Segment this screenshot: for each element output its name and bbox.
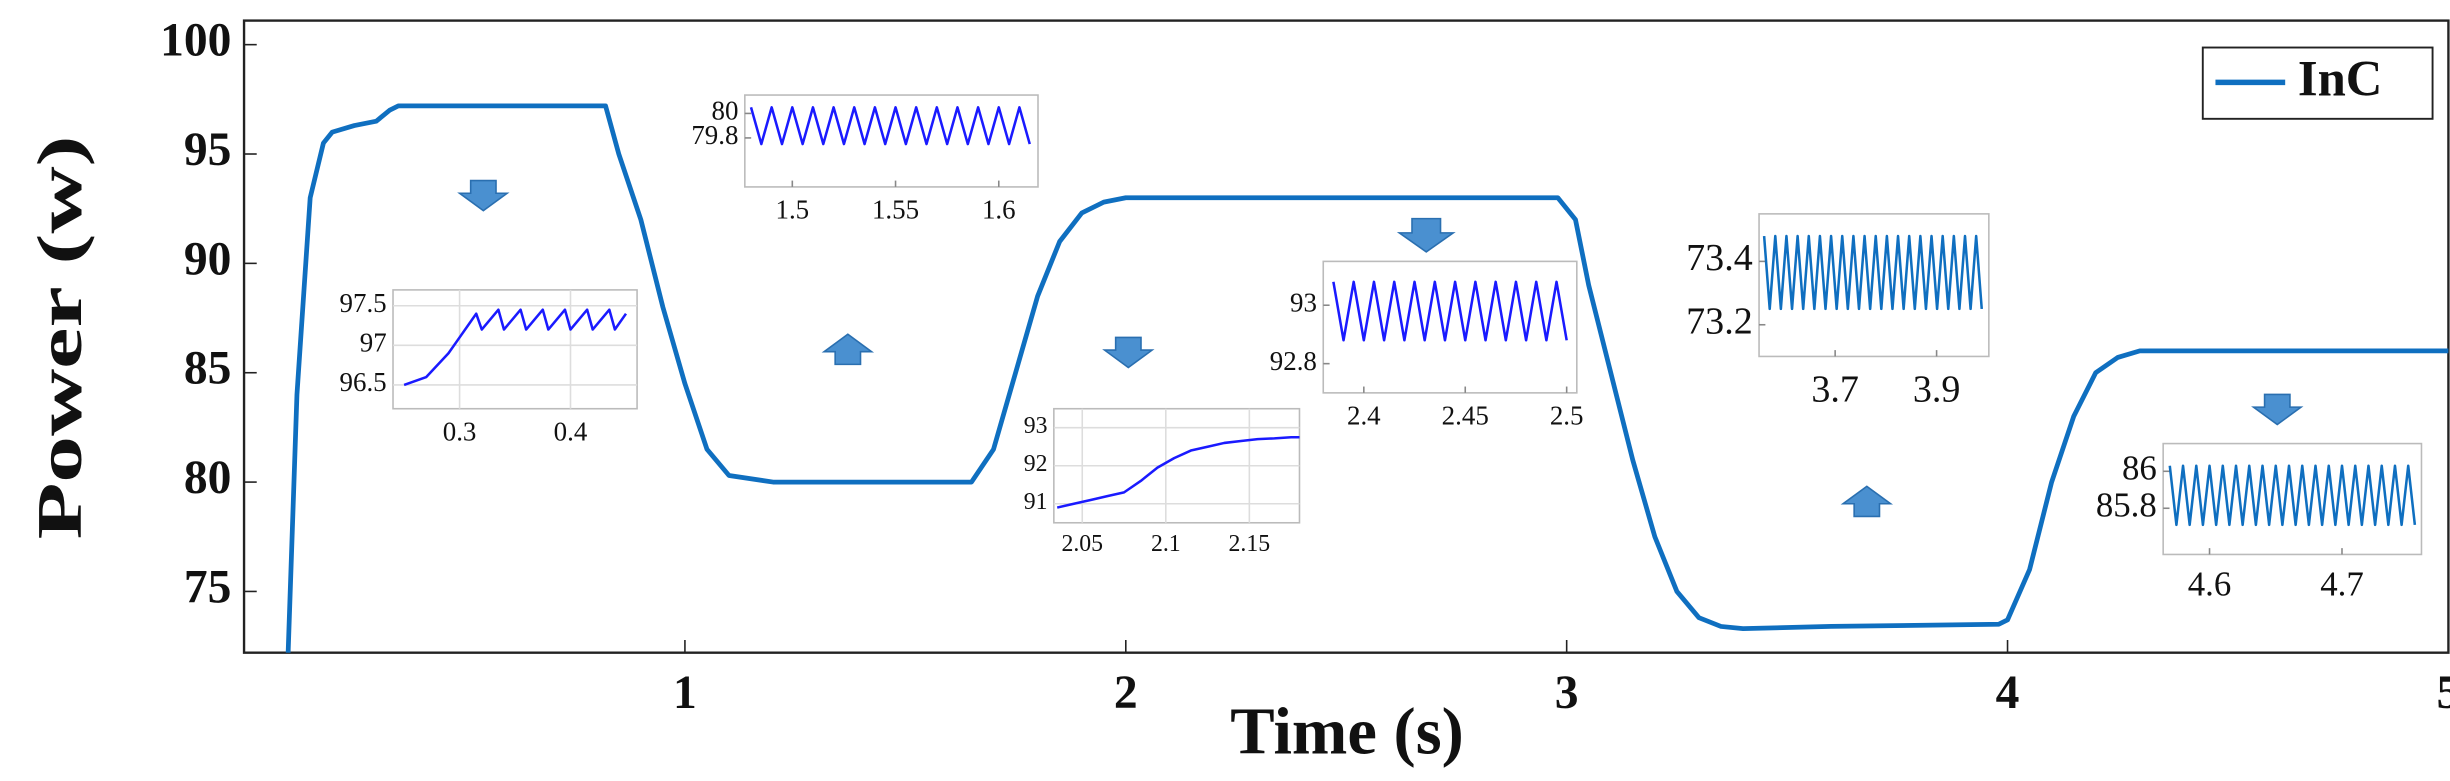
data-line — [403, 308, 628, 387]
x-tick-label: 2.05 — [1061, 531, 1103, 557]
x-tick-label: 2.1 — [1151, 531, 1181, 557]
y-tick-label: 95 — [184, 124, 232, 176]
y-tick-label: 90 — [184, 233, 232, 285]
x-tick-label: 4 — [1996, 667, 2020, 719]
inset-plot-area — [392, 289, 638, 410]
arrows — [457, 179, 2304, 518]
y-tick-label: 73.4 — [1686, 237, 1753, 279]
x-tick-label: 2 — [1114, 667, 1138, 719]
y-tick-label: 75 — [184, 561, 232, 613]
x-tick-label: 2.5 — [1550, 401, 1584, 431]
y-tick-label: 91 — [1024, 489, 1048, 515]
y-tick-label: 85.8 — [2096, 485, 2157, 524]
arrow-down — [1102, 336, 1155, 369]
x-tick-label: 3 — [1555, 667, 1579, 719]
data-line — [1332, 280, 1568, 342]
data-line — [1056, 435, 1300, 509]
data-line — [1762, 234, 1984, 311]
x-tick-label: 1.5 — [775, 195, 809, 225]
data-line — [2168, 464, 2417, 527]
inset-plot-area — [744, 94, 1039, 188]
y-tick-label: 79.8 — [691, 120, 738, 150]
x-tick-label: 4.6 — [2188, 565, 2232, 604]
x-tick-label: 3.9 — [1913, 368, 1961, 410]
x-tick-label: 0.3 — [443, 416, 477, 446]
x-tick-label: 2.15 — [1229, 531, 1271, 557]
legend-label: InC — [2298, 51, 2383, 107]
arrow-down — [2251, 393, 2304, 426]
y-tick-label: 80 — [184, 452, 232, 504]
x-tick-label: 2.4 — [1347, 401, 1381, 431]
x-tick-label: 0.4 — [554, 416, 588, 446]
y-tick-label: 92.8 — [1270, 346, 1317, 376]
y-tick-label: 73.2 — [1686, 300, 1753, 342]
x-tick-label: 2.45 — [1442, 401, 1489, 431]
y-tick-label: 92 — [1024, 451, 1048, 477]
data-line — [285, 103, 2449, 653]
y-tick-label: 97 — [360, 328, 387, 358]
arrow-up — [821, 333, 875, 366]
x-tick-label: 1 — [673, 667, 697, 719]
y-axis-label: Power (w) — [25, 135, 95, 539]
y-tick-label: 96.5 — [340, 367, 387, 397]
data-line — [749, 106, 1031, 146]
y-tick-label: 80 — [712, 96, 739, 126]
y-tick-label: 93 — [1290, 287, 1317, 317]
arrow-up — [1840, 485, 1894, 518]
x-tick-label: 3.7 — [1811, 368, 1859, 410]
x-axis-label: Time (s) — [1230, 696, 1463, 769]
y-tick-label: 93 — [1024, 413, 1048, 439]
arrow-down — [1396, 217, 1456, 253]
y-tick-label: 100 — [160, 15, 231, 67]
y-tick-label: 97.5 — [340, 288, 387, 318]
x-tick-label: 1.55 — [872, 195, 919, 225]
y-tick-label: 86 — [2122, 448, 2157, 487]
arrow-down — [457, 179, 510, 212]
x-tick-label: 5 — [2437, 667, 2450, 719]
x-tick-label: 4.7 — [2320, 565, 2364, 604]
x-tick-label: 1.6 — [982, 195, 1016, 225]
y-tick-label: 85 — [184, 343, 232, 395]
